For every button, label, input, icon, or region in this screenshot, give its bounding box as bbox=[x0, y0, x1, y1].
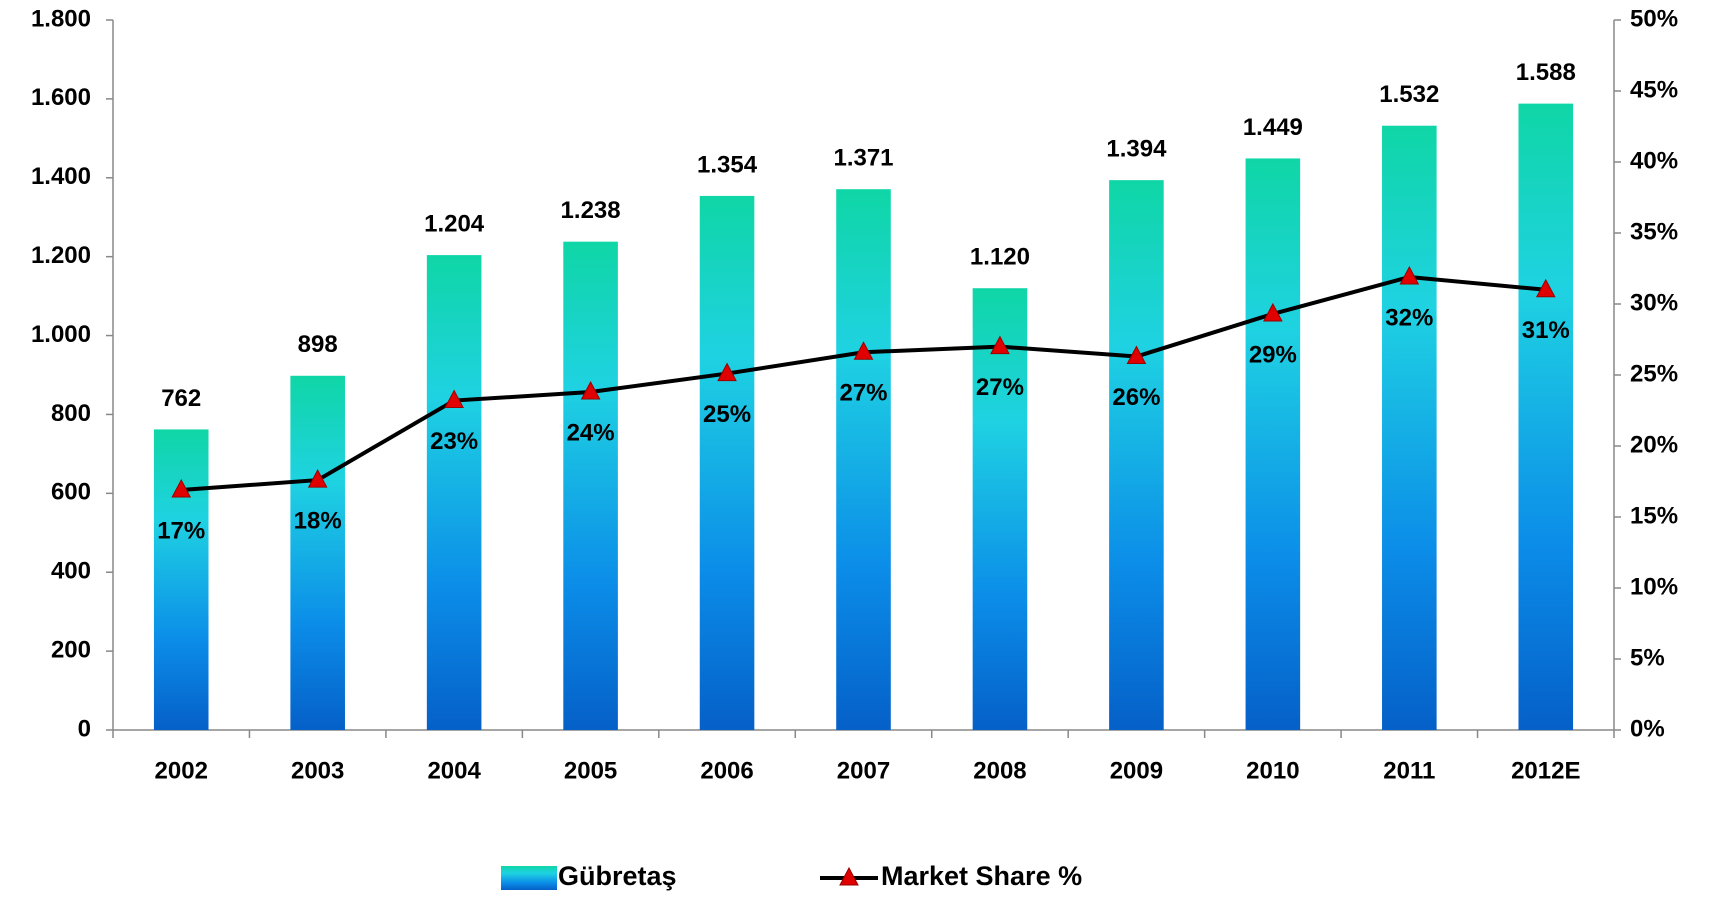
line-value-label: 18% bbox=[294, 507, 342, 534]
y2-tick-label: 30% bbox=[1630, 289, 1678, 316]
y-tick-label: 1.000 bbox=[31, 321, 91, 348]
y-tick-label: 400 bbox=[51, 558, 91, 585]
bar bbox=[972, 288, 1028, 730]
bar bbox=[563, 241, 618, 730]
marker bbox=[990, 335, 1010, 355]
marker bbox=[444, 389, 464, 409]
y2-tick-label: 35% bbox=[1630, 218, 1678, 245]
bar-value-label: 1.532 bbox=[1379, 81, 1439, 108]
y-tick-label: 800 bbox=[51, 400, 91, 427]
marker bbox=[1535, 278, 1556, 298]
line-value-label: 26% bbox=[1112, 384, 1160, 411]
bar bbox=[1245, 158, 1301, 730]
bar-value-label: 1.588 bbox=[1516, 59, 1576, 86]
marker bbox=[853, 341, 874, 360]
bar-value-label: 898 bbox=[298, 331, 338, 358]
y-tick-label: 1.200 bbox=[31, 242, 91, 269]
line-value-label: 25% bbox=[703, 401, 751, 428]
legend-swatch bbox=[501, 866, 557, 890]
bar-value-label: 1.449 bbox=[1243, 114, 1303, 141]
legend-label: Gübretaş bbox=[558, 861, 677, 891]
x-tick-label: 2011 bbox=[1383, 757, 1435, 784]
y-tick-label: 1.400 bbox=[31, 163, 91, 190]
x-tick-label: 2006 bbox=[700, 757, 753, 784]
y-tick-label: 600 bbox=[51, 479, 91, 506]
x-tick-label: 2008 bbox=[973, 757, 1026, 784]
line-value-label: 29% bbox=[1249, 341, 1297, 368]
bar bbox=[836, 189, 891, 730]
line-value-label: 17% bbox=[157, 517, 205, 544]
x-tick-label: 2007 bbox=[837, 757, 890, 784]
legend-marker bbox=[839, 866, 859, 886]
y-tick-label: 1.800 bbox=[31, 5, 91, 32]
bar bbox=[426, 255, 482, 731]
y2-tick-label: 10% bbox=[1630, 573, 1678, 600]
y-tick-label: 1.600 bbox=[31, 84, 91, 111]
marker bbox=[307, 469, 328, 488]
line-value-label: 27% bbox=[839, 380, 887, 407]
x-tick-label: 2005 bbox=[564, 757, 617, 784]
bar-value-label: 1.394 bbox=[1106, 135, 1167, 162]
bar-value-label: 1.238 bbox=[561, 197, 621, 224]
x-tick-label: 2009 bbox=[1110, 757, 1163, 784]
marker bbox=[580, 380, 601, 400]
marker bbox=[171, 478, 192, 498]
x-tick-label: 2002 bbox=[155, 757, 208, 784]
y2-tick-label: 50% bbox=[1630, 5, 1678, 32]
bar bbox=[1382, 125, 1437, 730]
y2-tick-label: 15% bbox=[1630, 502, 1678, 529]
bar-value-label: 1.120 bbox=[970, 244, 1030, 271]
marker bbox=[717, 362, 737, 382]
line-value-label: 23% bbox=[430, 428, 478, 455]
marker bbox=[1399, 265, 1420, 285]
marker bbox=[1263, 302, 1283, 322]
bar-value-label: 1.354 bbox=[697, 151, 758, 178]
line-value-label: 31% bbox=[1522, 317, 1570, 344]
bar-value-label: 1.371 bbox=[833, 145, 893, 172]
bar-value-label: 762 bbox=[161, 385, 201, 412]
x-tick-label: 2003 bbox=[291, 757, 344, 784]
marker bbox=[1126, 345, 1147, 365]
bar bbox=[1518, 103, 1574, 731]
x-tick-label: 2010 bbox=[1246, 757, 1299, 784]
y2-tick-label: 40% bbox=[1630, 147, 1678, 174]
line-value-label: 27% bbox=[976, 374, 1024, 401]
y2-tick-label: 20% bbox=[1630, 431, 1678, 458]
y-tick-label: 200 bbox=[51, 636, 91, 663]
line-value-label: 32% bbox=[1385, 304, 1433, 331]
bar bbox=[699, 195, 755, 730]
y-tick-label: 0 bbox=[78, 715, 91, 742]
y2-tick-label: 5% bbox=[1630, 644, 1665, 671]
legend-label: Market Share % bbox=[881, 861, 1082, 891]
y2-tick-label: 45% bbox=[1630, 76, 1678, 103]
bar-value-label: 1.204 bbox=[424, 210, 485, 237]
bar bbox=[1109, 180, 1164, 731]
y2-tick-label: 0% bbox=[1630, 715, 1665, 742]
line-value-label: 24% bbox=[567, 419, 615, 446]
bar bbox=[153, 429, 209, 730]
y2-tick-label: 25% bbox=[1630, 360, 1678, 387]
x-tick-label: 2004 bbox=[427, 757, 481, 784]
bar bbox=[290, 375, 345, 730]
x-tick-label: 2012E bbox=[1511, 757, 1580, 784]
